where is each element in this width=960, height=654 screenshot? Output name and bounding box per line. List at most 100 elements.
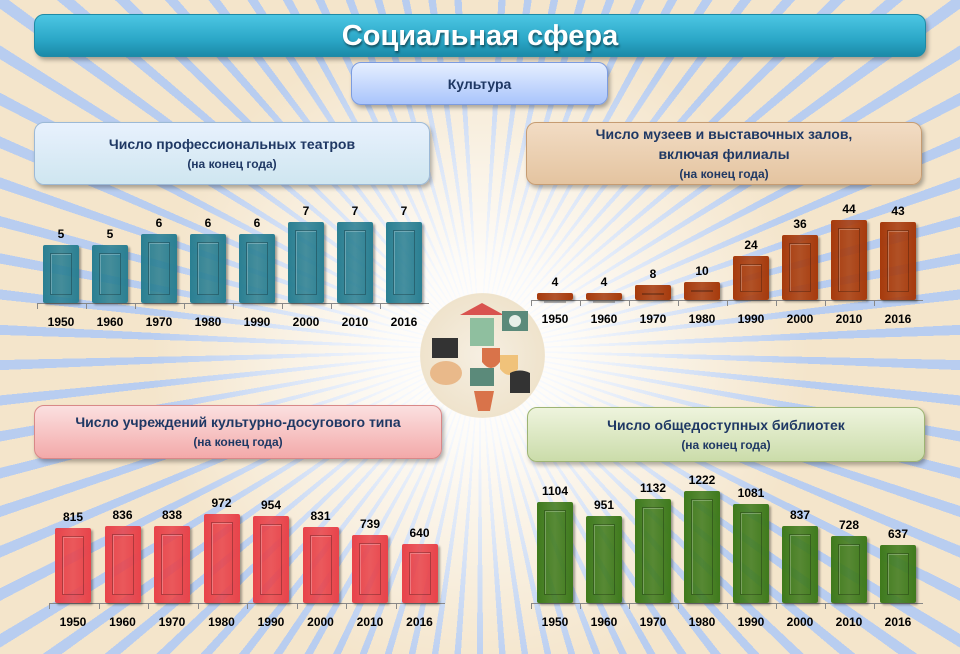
axis-tick <box>233 303 234 309</box>
bar <box>831 220 867 300</box>
bar <box>43 245 79 303</box>
chart-title-line2: включая филиалы <box>658 145 790 162</box>
x-tick-label: 1990 <box>257 615 285 629</box>
axis-tick <box>380 303 381 309</box>
bar <box>537 501 573 603</box>
bar <box>386 222 422 303</box>
x-tick-label: 2000 <box>786 615 814 629</box>
data-label: 10 <box>695 263 709 278</box>
x-tick-label: 2016 <box>884 615 912 629</box>
section-title: Культура <box>351 62 608 105</box>
chart-subtitle: (на конец года) <box>193 435 283 449</box>
axis-tick <box>135 303 136 309</box>
x-tick-label: 1960 <box>109 615 136 629</box>
chart-subtitle: (на конец года) <box>681 437 771 452</box>
chart-header-theaters: Число профессиональных театров (на конец… <box>34 122 430 185</box>
axis-tick <box>296 603 298 609</box>
bar <box>203 514 240 603</box>
x-tick-label: 1990 <box>243 315 271 329</box>
x-tick-label: 1980 <box>194 315 222 329</box>
chart-header-museums: Число музеев и выставочных залов, включа… <box>526 122 922 185</box>
x-tick-label: 1980 <box>688 615 716 629</box>
x-tick-label: 1990 <box>737 312 765 326</box>
x-tick-label: 1970 <box>145 315 173 329</box>
axis-tick <box>531 603 532 609</box>
data-label: 6 <box>204 215 212 230</box>
bar <box>635 499 671 603</box>
bar <box>337 222 373 303</box>
bar <box>586 292 622 304</box>
x-tick-label: 1980 <box>688 312 716 326</box>
bar <box>684 281 720 300</box>
axis-tick <box>776 603 777 609</box>
chart-subtitle: (на конец года) <box>679 166 769 181</box>
x-tick-label: 2000 <box>786 312 814 326</box>
axis-tick <box>331 303 332 309</box>
axis-tick <box>678 300 679 306</box>
chart-title: Число учреждений культурно-досугового ти… <box>75 414 401 430</box>
data-label: 5 <box>106 227 114 242</box>
x-tick-label: 2010 <box>835 312 863 326</box>
bar <box>352 535 388 603</box>
x-tick-label: 1960 <box>96 315 124 329</box>
data-label: 24 <box>744 238 758 253</box>
bar <box>141 233 177 303</box>
data-label: 1081 <box>737 485 765 500</box>
data-label: 739 <box>359 517 381 532</box>
data-label: 728 <box>838 518 860 533</box>
axis-tick <box>282 303 283 309</box>
axis-tick <box>580 300 581 306</box>
bar <box>401 544 438 603</box>
axis-tick <box>395 603 397 609</box>
data-label: 1104 <box>541 483 569 498</box>
data-label: 972 <box>211 496 232 510</box>
bar <box>880 221 916 300</box>
axis-tick <box>37 303 38 309</box>
data-label: 815 <box>62 510 84 525</box>
axis-tick <box>727 300 728 306</box>
data-label: 8 <box>649 267 657 282</box>
bar <box>190 233 226 303</box>
data-label: 36 <box>793 216 807 231</box>
chart-subtitle: (на конец года) <box>187 156 277 171</box>
axis-tick <box>874 603 875 609</box>
data-label: 837 <box>789 508 811 523</box>
axis-tick <box>776 300 777 306</box>
axis-tick <box>86 303 87 309</box>
axis-tick <box>629 603 630 609</box>
x-tick-label: 1980 <box>208 615 235 629</box>
chart-title: Число общедоступных библиотек <box>607 416 845 433</box>
x-tick-label: 2016 <box>390 315 418 329</box>
bar <box>782 526 818 603</box>
data-label: 838 <box>161 508 183 523</box>
bar <box>782 234 818 300</box>
x-tick-label: 2000 <box>307 615 334 629</box>
x-tick-label: 1950 <box>541 615 569 629</box>
data-label: 6 <box>155 215 163 230</box>
data-label: 4 <box>600 274 608 289</box>
axis-tick <box>184 303 185 309</box>
data-label: 831 <box>310 508 331 523</box>
axis-tick <box>247 603 248 609</box>
axis-tick <box>825 300 826 306</box>
bar <box>154 526 190 603</box>
bar <box>92 245 128 303</box>
bar <box>684 491 720 603</box>
x-tick-label: 2016 <box>406 615 433 629</box>
bar <box>288 222 324 303</box>
axis-tick <box>874 300 875 306</box>
bar <box>302 526 339 603</box>
data-label: 6 <box>253 215 261 230</box>
x-tick-label: 2010 <box>835 615 863 629</box>
x-tick-label: 2000 <box>292 315 320 329</box>
x-tick-label: 1960 <box>590 615 618 629</box>
data-label: 1132 <box>639 481 667 496</box>
bar <box>880 544 916 603</box>
x-tick-label: 2016 <box>884 312 912 326</box>
bar <box>104 526 141 603</box>
axis-tick <box>825 603 826 609</box>
data-label: 7 <box>400 204 408 218</box>
culture-icons-logo <box>420 293 545 418</box>
data-label: 954 <box>260 497 282 512</box>
x-tick-label: 1950 <box>541 312 569 326</box>
